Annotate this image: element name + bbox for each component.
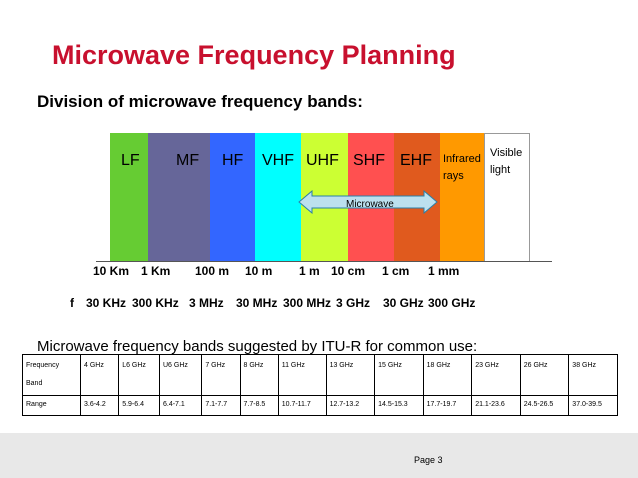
band-mf: MF: [148, 133, 210, 262]
table-cell: Range: [22, 395, 81, 416]
wavelength-tick: 10 cm: [331, 264, 366, 278]
table-cell: 17.7-19.7: [422, 395, 473, 416]
table-cell: 21.1-23.6: [471, 395, 521, 416]
band-label: LF: [121, 152, 140, 169]
table-cell: 38 GHz: [568, 354, 618, 396]
band-hf: HF: [210, 133, 255, 262]
table-cell: 18 GHz: [422, 354, 473, 396]
wavelength-tick: 10 m: [245, 264, 273, 278]
slide-footer: [0, 433, 638, 478]
table-row: Range 3.6-4.2 5.9-6.4 6.4-7.1 7.1-7.7 7.…: [22, 395, 618, 416]
table-cell: L6 GHz: [118, 354, 160, 396]
band-lf: LF: [110, 133, 148, 262]
table-cell: U6 GHz: [158, 354, 203, 396]
frequency-tick: 30 KHz: [86, 296, 127, 310]
microwave-range-arrow: [298, 190, 438, 214]
table-row: Frequency Band 4 GHz L6 GHz U6 GHz 7 GHz…: [22, 354, 618, 396]
frequency-tick: 30 MHz: [236, 296, 278, 310]
table-cell: 7.1-7.7: [201, 395, 241, 416]
frequency-tick: 3 MHz: [189, 296, 224, 310]
table-cell: 11 GHz: [277, 354, 327, 396]
frequency-tick: 300 MHz: [283, 296, 332, 310]
frequency-tick: 300 GHz: [428, 296, 476, 310]
band-label: UHF: [306, 152, 339, 169]
band-vhf: VHF: [255, 133, 301, 262]
band-label: Infrared rays: [443, 153, 481, 182]
table-cell: 24.5-26.5: [519, 395, 570, 416]
microwave-label: Microwave: [346, 199, 394, 210]
table-cell: 12.7-13.2: [325, 395, 376, 416]
table-cell: 7.7-8.5: [239, 395, 279, 416]
itu-caption: Microwave frequency bands suggested by I…: [37, 338, 478, 355]
frequency-tick: 30 GHz: [383, 296, 424, 310]
band-label: VHF: [262, 152, 294, 169]
wavelength-tick: 100 m: [195, 264, 230, 278]
band-label: Visible light: [490, 147, 523, 176]
table-cell: 5.9-6.4: [118, 395, 160, 416]
table-cell: 10.7-11.7: [277, 395, 327, 416]
table-cell: Frequency Band: [22, 354, 81, 396]
table-cell: 14.5-15.3: [374, 395, 424, 416]
table-cell: 23 GHz: [471, 354, 521, 396]
band-label: EHF: [400, 152, 432, 169]
slide-title: Microwave Frequency Planning: [52, 40, 456, 70]
frequency-tick: 300 KHz: [132, 296, 179, 310]
wavelength-tick: 10 Km: [93, 264, 130, 278]
band-label: SHF: [353, 152, 385, 169]
axis-baseline: [96, 261, 552, 262]
wavelength-tick: 1 m: [299, 264, 320, 278]
table-cell: 26 GHz: [519, 354, 570, 396]
table-cell: 13 GHz: [325, 354, 376, 396]
band-visible-light: Visible light: [484, 133, 530, 262]
table-cell: 8 GHz: [239, 354, 279, 396]
page-number: Page 3: [414, 455, 443, 465]
table-cell: 37.0-39.5: [568, 395, 618, 416]
frequency-tick: 3 GHz: [336, 296, 371, 310]
table-cell: 3.6-4.2: [79, 395, 120, 416]
wavelength-tick: 1 Km: [141, 264, 171, 278]
table-cell: 4 GHz: [79, 354, 120, 396]
table-cell: 6.4-7.1: [158, 395, 203, 416]
itu-frequency-table: Frequency Band 4 GHz L6 GHz U6 GHz 7 GHz…: [22, 354, 618, 416]
wavelength-tick: 1 cm: [382, 264, 410, 278]
table-cell: 7 GHz: [201, 354, 241, 396]
table-cell: 15 GHz: [374, 354, 424, 396]
wavelength-tick: 1 mm: [428, 264, 460, 278]
band-label: MF: [176, 152, 200, 169]
band-infrared: Infrared rays: [440, 133, 484, 262]
frequency-symbol: f: [70, 296, 74, 310]
section-subtitle: Division of microwave frequency bands:: [37, 92, 363, 111]
band-label: HF: [222, 152, 244, 169]
